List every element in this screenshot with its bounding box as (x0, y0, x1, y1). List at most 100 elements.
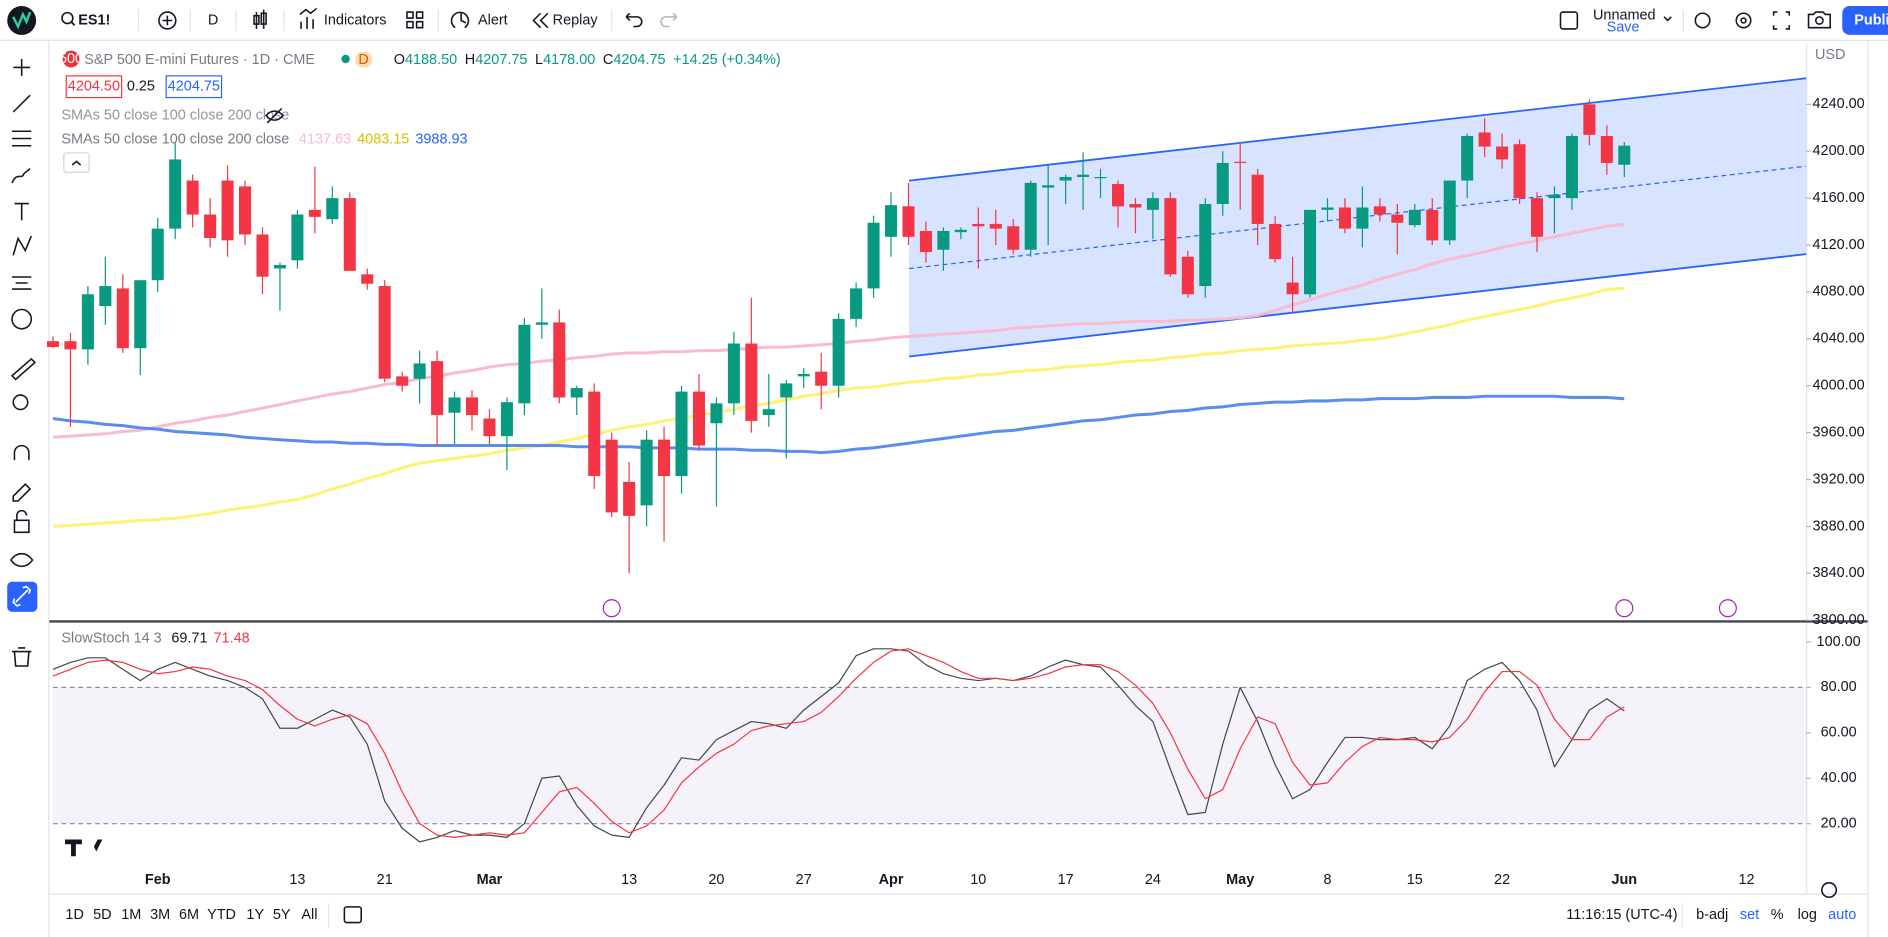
replay-button[interactable]: Replay (553, 12, 599, 28)
d-value: 71.48 (214, 630, 250, 646)
alert-button[interactable]: Alert (478, 12, 508, 28)
range-button[interactable]: 1D (65, 907, 83, 923)
clock[interactable]: 11:16:15 (UTC-4) (1566, 907, 1677, 923)
indicator-legend[interactable]: SMAs 50 close 100 close 200 close 4137.63… (61, 132, 467, 148)
settings[interactable] (1735, 12, 1752, 29)
candle-body (308, 209, 321, 217)
range-button[interactable]: 1M (121, 907, 141, 923)
scale-option[interactable]: b-adj (1696, 907, 1728, 923)
candle-body (378, 286, 391, 379)
search-icon[interactable] (61, 11, 74, 25)
candle-body (1129, 203, 1142, 208)
candle-body (1234, 161, 1247, 163)
range-button[interactable]: All (301, 907, 317, 923)
y-tick-label: 60.00 (1821, 725, 1857, 741)
quick-search[interactable] (1694, 12, 1711, 29)
redo-button[interactable] (660, 12, 678, 28)
search-icon (70, 21, 76, 26)
event-marker[interactable] (602, 599, 621, 618)
candle-body (692, 391, 705, 446)
candle-body (64, 341, 77, 350)
visibility-toggle[interactable] (265, 107, 284, 124)
candle-body (954, 229, 967, 233)
range-button[interactable]: 1Y (246, 907, 264, 923)
oscillator-legend[interactable]: SlowStoch 14 3 69.71 71.48 (61, 630, 249, 646)
candle-body (972, 223, 985, 227)
x-tick-label: May (1226, 872, 1254, 888)
magnet-tool[interactable] (13, 444, 30, 461)
snapshot[interactable] (1807, 11, 1831, 29)
chart-type[interactable] (253, 9, 267, 29)
candle-body (1181, 256, 1194, 295)
candle-body (361, 274, 374, 284)
x-tick-label: 21 (377, 872, 393, 888)
x-tick-label: 10 (970, 872, 986, 888)
event-marker[interactable] (1615, 599, 1634, 618)
replay-icon[interactable] (532, 12, 549, 29)
indicator-hidden[interactable]: SMAs 50 close 100 close 200 close (61, 107, 289, 123)
hide-tool[interactable] (9, 552, 34, 568)
collapse-legend[interactable] (63, 152, 90, 173)
scale-option[interactable]: auto (1828, 907, 1856, 923)
pattern-tool[interactable] (12, 235, 33, 256)
bid-box[interactable] (65, 75, 123, 99)
scale-option[interactable]: log (1798, 907, 1817, 923)
save-status[interactable]: Save (1607, 20, 1640, 36)
settings-icon (1740, 17, 1747, 24)
layout-icon[interactable] (1559, 11, 1579, 30)
range-button[interactable]: YTD (207, 907, 236, 923)
channel-upper[interactable] (908, 77, 1807, 182)
range-button[interactable]: 3M (150, 907, 170, 923)
market-status (341, 54, 350, 64)
alert-icon[interactable] (450, 11, 470, 29)
candle-body (1565, 135, 1578, 199)
range-button[interactable]: 5Y (273, 907, 291, 923)
forecast-tool[interactable] (12, 276, 32, 290)
candle-body (326, 198, 339, 220)
remove-tool[interactable] (12, 647, 32, 667)
symbol[interactable]: ES1! (78, 12, 110, 28)
scale-option[interactable]: % (1771, 907, 1784, 923)
candle-body (1338, 207, 1351, 229)
publish-button[interactable] (1842, 6, 1888, 35)
candle-body (588, 391, 601, 477)
event-marker[interactable] (1718, 599, 1737, 618)
range-button[interactable]: 5D (93, 907, 111, 923)
candle-body (1478, 132, 1491, 147)
sync-tool[interactable] (7, 581, 38, 612)
indicators-icon[interactable] (299, 7, 318, 29)
brush-tool[interactable] (11, 168, 31, 184)
currency[interactable]: USD (1815, 47, 1845, 63)
lock-tool[interactable] (13, 509, 30, 534)
layout-menu[interactable] (1663, 16, 1672, 22)
fib-tool[interactable] (12, 130, 32, 147)
text-tool[interactable] (14, 202, 29, 221)
scale-option[interactable]: set (1740, 907, 1759, 923)
drawing-mode[interactable] (12, 483, 32, 502)
add-symbol[interactable] (158, 11, 177, 30)
publish-label: Publi (1854, 12, 1888, 28)
zoom-tool[interactable] (12, 394, 29, 411)
collapse-icon (71, 160, 82, 166)
fullscreen[interactable] (1772, 11, 1791, 30)
date-range-icon[interactable] (343, 906, 363, 924)
ask: 4204.75 (168, 79, 220, 95)
channel-lower[interactable] (908, 253, 1807, 358)
ruler-tool[interactable] (10, 357, 37, 381)
range-button[interactable]: 6M (179, 907, 199, 923)
candle-body (186, 180, 199, 215)
layouts-button[interactable] (406, 11, 424, 29)
symbol-title[interactable]: S&P 500 E-mini Futures · 1D · CME (84, 52, 315, 68)
candle-body (1111, 184, 1125, 207)
trend-line-tool[interactable] (12, 94, 31, 113)
crosshair-tool[interactable] (13, 59, 31, 76)
y-tick-label: 20.00 (1821, 816, 1857, 832)
icon-tool[interactable] (11, 308, 33, 330)
layout-name[interactable]: Unnamed (1593, 7, 1656, 23)
interval[interactable]: D (208, 12, 218, 28)
axis-settings[interactable] (1821, 882, 1838, 898)
indicators-button[interactable]: Indicators (324, 12, 387, 28)
undo-button[interactable] (625, 12, 643, 28)
candle-body (640, 439, 653, 506)
ask-box[interactable] (165, 75, 223, 99)
